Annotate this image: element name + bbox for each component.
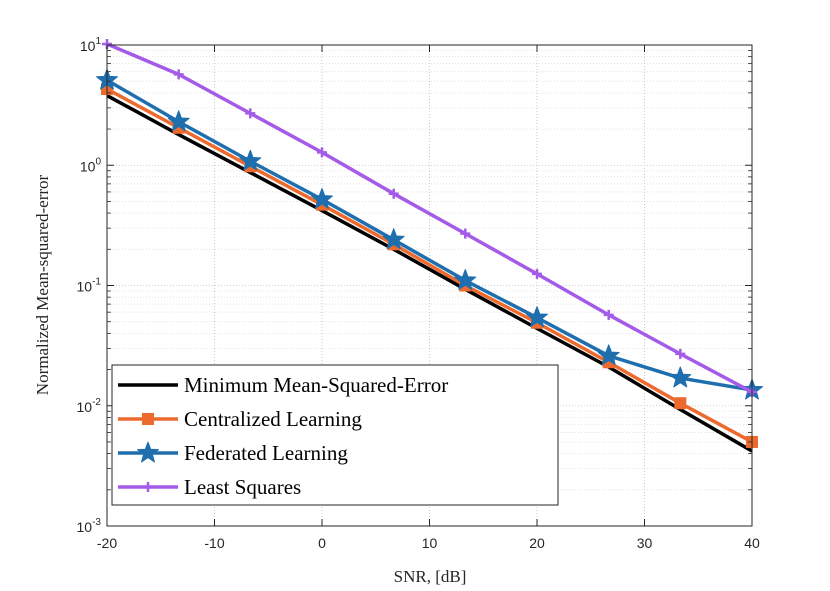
legend-marker bbox=[143, 414, 154, 425]
legend-label: Centralized Learning bbox=[184, 407, 362, 431]
x-tick-label: 30 bbox=[637, 535, 653, 551]
x-tick-label: 40 bbox=[744, 535, 760, 551]
data-point bbox=[675, 398, 686, 409]
x-tick-label: 0 bbox=[318, 535, 326, 551]
y-axis-title: Normalized Mean-squared-error bbox=[33, 174, 52, 395]
legend: Minimum Mean-Squared-Error Centralized Le… bbox=[112, 365, 558, 505]
legend-label: Minimum Mean-Squared-Error bbox=[184, 373, 448, 397]
legend-label: Federated Learning bbox=[184, 441, 348, 465]
x-tick-label: -20 bbox=[97, 535, 117, 551]
x-tick-label: 10 bbox=[422, 535, 438, 551]
legend-label: Least Squares bbox=[184, 475, 301, 499]
x-axis-title: SNR, [dB] bbox=[394, 567, 467, 586]
x-tick-label: 20 bbox=[529, 535, 545, 551]
x-tick-label: -10 bbox=[204, 535, 224, 551]
